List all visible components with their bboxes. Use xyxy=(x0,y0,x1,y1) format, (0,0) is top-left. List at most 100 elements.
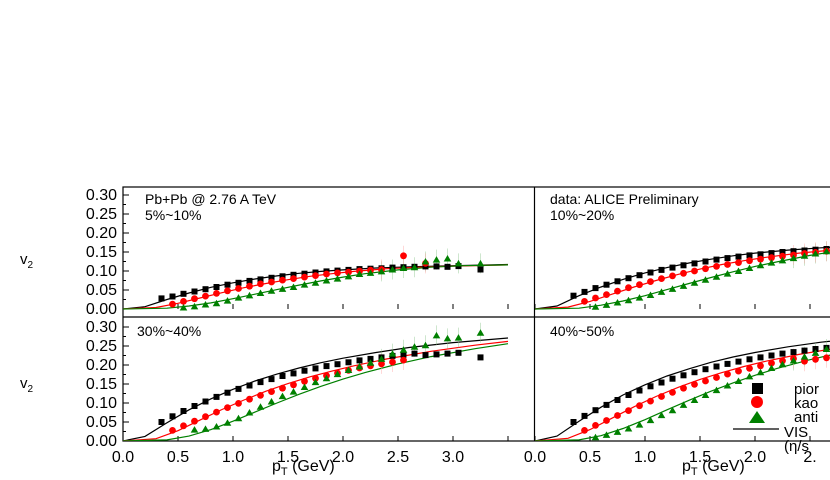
pion-point xyxy=(768,352,775,359)
kaon-point xyxy=(757,362,764,370)
panel-4-data xyxy=(535,339,830,441)
antiproton-point xyxy=(602,431,611,438)
pion-point xyxy=(669,264,676,271)
antiproton-point xyxy=(734,377,743,384)
x-axis-label-right: pT (GeV) xyxy=(682,458,745,478)
y-tick-label: 0.25 xyxy=(86,206,117,223)
antiproton-point xyxy=(756,261,765,269)
antiproton-point xyxy=(267,397,276,405)
x-tick-label: 2.5 xyxy=(387,449,409,466)
pion-point xyxy=(592,407,599,414)
pion-point xyxy=(603,281,610,288)
kaon-point xyxy=(779,252,786,260)
antiproton-point xyxy=(756,368,765,376)
kaon-point xyxy=(724,261,731,268)
pion-point xyxy=(158,295,165,302)
x-tick-label: 2. xyxy=(803,449,816,466)
pion-point xyxy=(202,398,209,405)
antiproton-point xyxy=(635,294,644,301)
pion-point xyxy=(235,279,242,286)
panel-3-data xyxy=(123,322,509,441)
kaon-point xyxy=(647,397,654,405)
kaon-point xyxy=(823,354,830,362)
pion-point xyxy=(702,366,709,373)
pion-point xyxy=(658,266,665,273)
kaon-point xyxy=(202,292,209,300)
kaon-point xyxy=(389,358,396,366)
pion-point xyxy=(433,351,440,358)
panel-4-centrality: 40%~50% xyxy=(550,323,614,339)
pion-point xyxy=(757,251,764,258)
pion-point xyxy=(433,263,440,270)
antiproton-point xyxy=(432,331,441,339)
x-axis-sub-2: T xyxy=(691,466,698,478)
kaon-point xyxy=(614,412,621,419)
antiproton-point xyxy=(355,270,364,278)
antiproton-point xyxy=(443,254,452,262)
legend-pion-marker xyxy=(752,383,763,394)
kaon-point xyxy=(658,275,665,282)
kaon-point xyxy=(581,427,588,434)
kaon-point xyxy=(768,254,775,262)
kaon-point xyxy=(323,270,330,278)
pion-point xyxy=(581,288,588,295)
pion-point xyxy=(757,354,764,361)
legend-kaon-marker xyxy=(751,396,763,408)
kaon-point xyxy=(169,427,176,434)
antiproton-point xyxy=(366,359,375,366)
kaon-point xyxy=(180,298,187,305)
y-tick-label: 0.10 xyxy=(86,263,117,280)
pion-point xyxy=(477,266,484,273)
pion-point xyxy=(636,387,643,394)
panel-1-centrality: 5%~10% xyxy=(145,207,201,223)
kaon-point xyxy=(691,381,698,388)
pion-point xyxy=(801,347,808,354)
antiproton-point xyxy=(245,291,254,299)
kaon-point xyxy=(713,374,720,381)
y-tick-label: 0.00 xyxy=(86,301,117,318)
kaon-point xyxy=(400,252,407,260)
antiproton-point xyxy=(333,275,342,282)
pion-point xyxy=(790,248,797,255)
plot-frame xyxy=(122,186,830,442)
pion-point xyxy=(246,277,253,284)
kaon-point xyxy=(691,267,698,275)
pion-point xyxy=(334,361,341,368)
data-source-annotation: data: ALICE Preliminary xyxy=(550,191,699,207)
antiproton-point xyxy=(646,291,655,298)
x-axis-main: p xyxy=(272,458,281,475)
vish-antiproton-curve xyxy=(123,264,509,310)
pion-point xyxy=(235,385,242,392)
y-tick-label: 0.20 xyxy=(86,357,117,374)
x-tick-label: 1.5 xyxy=(689,449,711,466)
kaon-point xyxy=(312,374,319,382)
kaon-point xyxy=(625,284,632,292)
kaon-point xyxy=(636,402,643,410)
y-tick-label: 0.15 xyxy=(86,376,117,393)
legend-vish-label: VIS xyxy=(784,424,808,441)
x-axis-unit: (GeV) xyxy=(288,458,335,475)
antiproton-point xyxy=(635,421,644,428)
antiproton-point xyxy=(344,272,353,280)
antiproton-point xyxy=(789,254,798,262)
kaon-point xyxy=(746,365,753,372)
antiproton-point xyxy=(723,382,732,389)
y-tick-label: 0.30 xyxy=(86,187,117,204)
antiproton-point xyxy=(778,360,787,368)
antiproton-point xyxy=(745,264,754,271)
kaon-point xyxy=(290,275,297,282)
antiproton-point xyxy=(690,396,699,403)
antiproton-point xyxy=(454,334,463,341)
vish-kaon-curve xyxy=(535,249,830,310)
kaon-point xyxy=(301,377,308,385)
antiproton-point xyxy=(602,301,611,308)
kaon-point xyxy=(213,290,220,297)
x-axis-unit-2: (GeV) xyxy=(698,458,745,475)
y-tick-label: 0.15 xyxy=(86,244,117,261)
antiproton-point xyxy=(657,288,666,295)
x-tick-label: 0.0 xyxy=(112,449,134,466)
antiproton-point xyxy=(245,409,254,416)
y-axis-sub-2: 2 xyxy=(28,384,34,395)
pion-point xyxy=(724,255,731,262)
pion-point xyxy=(636,272,643,279)
